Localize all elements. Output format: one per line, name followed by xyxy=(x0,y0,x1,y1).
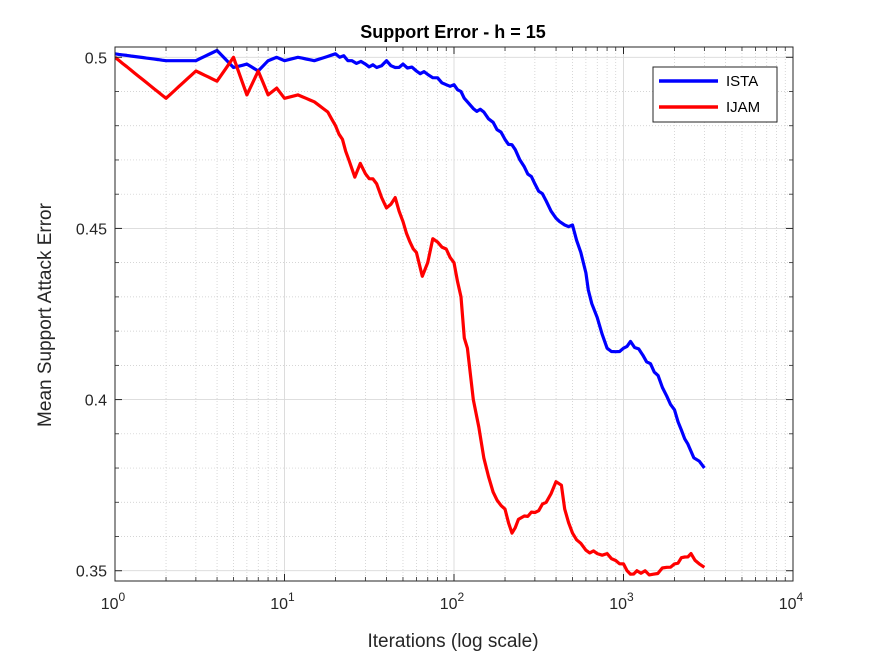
y-tick-label: 0.4 xyxy=(85,393,107,410)
y-axis-label: Mean Support Attack Error xyxy=(35,202,56,427)
y-axis-tick-labels: 0.35 0.4 0.45 0.5 xyxy=(76,50,107,580)
y-tick-label: 0.35 xyxy=(76,564,107,581)
series-line-ijam xyxy=(115,55,706,577)
x-tick-label: 101 xyxy=(270,590,295,613)
major-grid xyxy=(115,47,793,581)
x-axis-label: Iterations (log scale) xyxy=(367,631,538,652)
series-layer xyxy=(115,48,706,577)
y-tick-label: 0.5 xyxy=(85,50,107,67)
x-tick-label: 103 xyxy=(609,590,634,613)
legend: ISTA IJAM xyxy=(652,66,778,123)
axis-ticks xyxy=(114,47,794,581)
x-tick-label: 102 xyxy=(440,590,465,613)
x-axis-tick-labels: 100 101 102 103 104 xyxy=(101,590,804,613)
legend-label-ijam: IJAM xyxy=(726,99,760,116)
x-tick-label: 104 xyxy=(779,590,804,613)
series-line-ista xyxy=(115,48,706,469)
x-tick-label: 100 xyxy=(101,590,126,613)
y-tick-label: 0.45 xyxy=(76,221,107,238)
chart-title: Support Error - h = 15 xyxy=(360,22,546,42)
legend-label-ista: ISTA xyxy=(726,73,758,90)
legend-box xyxy=(652,66,778,123)
